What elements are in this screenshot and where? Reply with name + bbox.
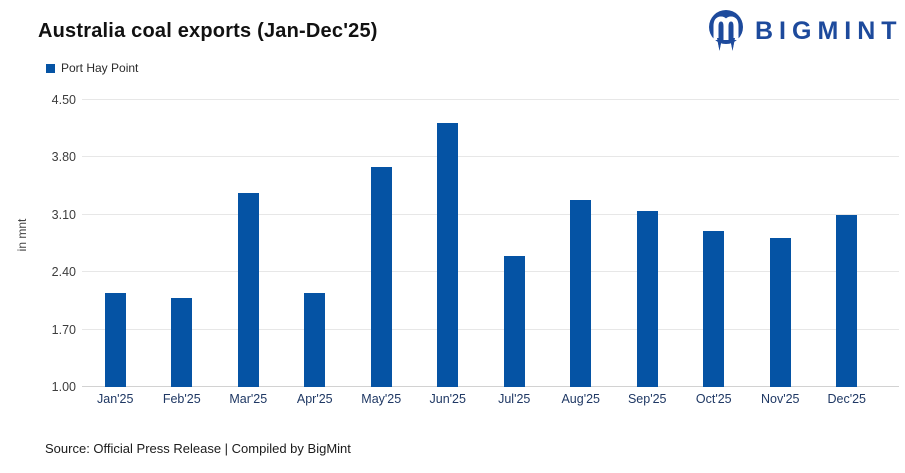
bar-slot (149, 100, 216, 387)
bar-nov25 (769, 237, 791, 387)
bigmint-logo-icon (709, 10, 743, 51)
x-tick-label: Nov'25 (760, 392, 800, 406)
bar-aug25 (570, 200, 592, 387)
bar-jul25 (503, 255, 525, 387)
x-tick-label: May'25 (361, 392, 402, 406)
bar-slot (614, 100, 681, 387)
x-tick-label: Jul'25 (498, 392, 531, 406)
chart-title: Australia coal exports (Jan-Dec'25) (38, 20, 378, 42)
gridline (82, 213, 899, 215)
gridline (82, 386, 899, 387)
bar-feb25 (171, 298, 193, 387)
gridline (82, 156, 899, 158)
gridline (82, 271, 899, 273)
plot-area (82, 99, 899, 387)
bar-slot (681, 100, 748, 387)
bar-slot (548, 100, 615, 387)
bar-mar25 (237, 193, 259, 387)
bigmint-logo: BIGMINT (706, 8, 903, 54)
x-tick-label: Mar'25 (229, 392, 268, 406)
x-tick-label: Sep'25 (627, 392, 667, 406)
bigmint-logo-text: BIGMINT (755, 16, 903, 45)
bar-slot (415, 100, 482, 387)
bar-dec25 (836, 214, 858, 387)
x-tick-label: Oct'25 (695, 392, 732, 406)
bars (82, 100, 880, 387)
x-tick-label: Jun'25 (429, 392, 466, 406)
y-tick-label: 1.00 (51, 380, 76, 394)
bar-slot (481, 100, 548, 387)
bar-slot (747, 100, 814, 387)
bar-slot (814, 100, 881, 387)
y-tick-label: 1.70 (51, 322, 76, 337)
source-note: Source: Official Press Release | Compile… (45, 441, 351, 456)
x-tick-label: Dec'25 (827, 392, 867, 406)
y-tick-label: 2.40 (51, 265, 76, 280)
legend-swatch (46, 63, 55, 73)
y-axis-labels: 1.00 1.70 2.40 3.10 3.80 4.50 (30, 93, 76, 394)
x-tick-label: Jan'25 (97, 392, 134, 406)
bar-slot (348, 100, 415, 387)
bar-jan25 (104, 292, 126, 387)
y-tick-label: 3.10 (51, 207, 76, 222)
legend: Port Hay Point (46, 61, 138, 75)
bar-slot (282, 100, 349, 387)
gridline (82, 328, 899, 330)
bar-oct25 (703, 231, 725, 387)
bar-apr25 (304, 292, 326, 387)
bar-slot (82, 100, 149, 387)
y-tick-label: 4.50 (51, 93, 76, 107)
bar-sep25 (636, 210, 658, 387)
legend-label: Port Hay Point (61, 61, 139, 75)
x-tick-label: Feb'25 (162, 392, 201, 406)
x-tick-label: Aug'25 (561, 392, 601, 406)
y-tick-label: 3.80 (51, 150, 76, 165)
x-tick-label: Apr'25 (296, 392, 333, 406)
y-axis-title: in mnt (15, 218, 29, 252)
gridline (82, 99, 899, 100)
bar-slot (215, 100, 282, 387)
bar-jun25 (437, 122, 459, 387)
x-axis-labels: Jan'25 Feb'25 Mar'25 Apr'25 May'25 Jun'25 Jul'… (82, 392, 880, 406)
bar-may25 (370, 167, 392, 387)
